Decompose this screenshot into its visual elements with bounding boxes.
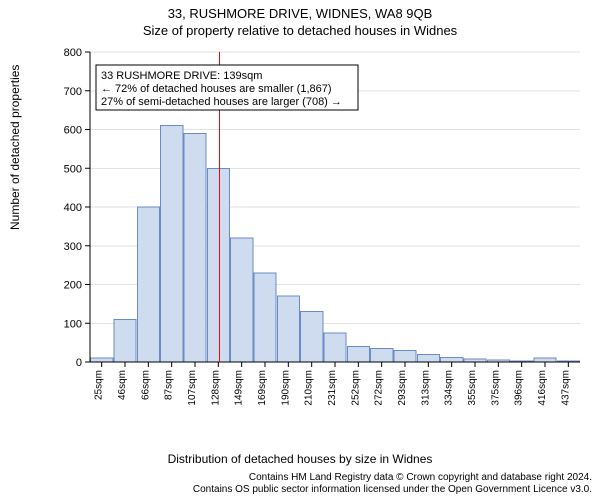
x-tick-label: 437sqm bbox=[560, 370, 571, 406]
y-tick-label: 200 bbox=[64, 280, 82, 292]
histogram-bar bbox=[184, 133, 206, 362]
x-axis-label: Distribution of detached houses by size … bbox=[0, 452, 600, 466]
x-tick-label: 252sqm bbox=[350, 370, 361, 406]
y-tick-label: 600 bbox=[64, 125, 82, 137]
y-tick-label: 800 bbox=[64, 47, 82, 59]
x-tick-label: 169sqm bbox=[257, 370, 268, 406]
footer-attribution: Contains HM Land Registry data © Crown c… bbox=[193, 472, 592, 496]
footer-line-2: Contains OS public sector information li… bbox=[193, 484, 592, 496]
histogram-bar bbox=[207, 168, 229, 362]
x-tick-label: 396sqm bbox=[514, 370, 525, 406]
x-tick-label: 107sqm bbox=[187, 370, 198, 406]
annotation-line: 27% of semi-detached houses are larger (… bbox=[101, 96, 342, 108]
histogram-bar bbox=[231, 238, 253, 362]
x-tick-label: 66sqm bbox=[140, 370, 151, 400]
x-tick-label: 128sqm bbox=[210, 370, 221, 406]
x-tick-label: 46sqm bbox=[117, 370, 128, 400]
y-tick-label: 700 bbox=[64, 86, 82, 98]
x-tick-label: 87sqm bbox=[164, 370, 175, 400]
x-tick-label: 334sqm bbox=[444, 370, 455, 406]
histogram-bar bbox=[301, 312, 323, 362]
x-tick-label: 231sqm bbox=[327, 370, 338, 406]
histogram-bar bbox=[91, 358, 113, 362]
histogram-bar bbox=[441, 357, 463, 362]
histogram-bar bbox=[254, 273, 276, 362]
y-tick-label: 0 bbox=[76, 357, 82, 369]
x-tick-label: 293sqm bbox=[397, 370, 408, 406]
histogram-bar bbox=[277, 296, 299, 362]
histogram-bar bbox=[371, 348, 393, 362]
histogram-bar bbox=[161, 126, 183, 362]
x-tick-label: 190sqm bbox=[280, 370, 291, 406]
y-tick-label: 500 bbox=[64, 163, 82, 175]
footer-line-1: Contains HM Land Registry data © Crown c… bbox=[193, 472, 592, 484]
x-tick-label: 416sqm bbox=[537, 370, 548, 406]
title-address: 33, RUSHMORE DRIVE, WIDNES, WA8 9QB bbox=[0, 0, 600, 21]
x-tick-label: 313sqm bbox=[420, 370, 431, 406]
title-subtitle: Size of property relative to detached ho… bbox=[0, 21, 600, 38]
histogram-plot: 0 100 200 300 400 500 600 700 800 25sqm 46sqm 66sq… bbox=[50, 44, 590, 424]
chart-container: 0 100 200 300 400 500 600 700 800 25sqm 46sqm 66sq… bbox=[50, 44, 590, 424]
x-tick-label: 272sqm bbox=[374, 370, 385, 406]
y-tick-label: 300 bbox=[64, 241, 82, 253]
histogram-bar bbox=[137, 207, 159, 362]
x-tick-label: 25sqm bbox=[94, 370, 105, 400]
histogram-bar bbox=[324, 333, 346, 362]
x-tick-label: 149sqm bbox=[234, 370, 245, 406]
x-tick-label: 355sqm bbox=[467, 370, 478, 406]
y-tick-label: 400 bbox=[64, 202, 82, 214]
histogram-bar bbox=[417, 354, 439, 362]
x-tick-label: 210sqm bbox=[304, 370, 315, 406]
annotation-line: ← 72% of detached houses are smaller (1,… bbox=[101, 83, 332, 95]
histogram-bar bbox=[534, 358, 556, 362]
histogram-bar bbox=[347, 347, 369, 363]
annotation-line: 33 RUSHMORE DRIVE: 139sqm bbox=[101, 70, 262, 82]
histogram-bar bbox=[394, 350, 416, 362]
y-tick-label: 100 bbox=[64, 318, 82, 330]
x-tick-label: 375sqm bbox=[490, 370, 501, 406]
histogram-bar bbox=[114, 319, 136, 362]
y-axis-label: Number of detached properties bbox=[8, 65, 22, 230]
